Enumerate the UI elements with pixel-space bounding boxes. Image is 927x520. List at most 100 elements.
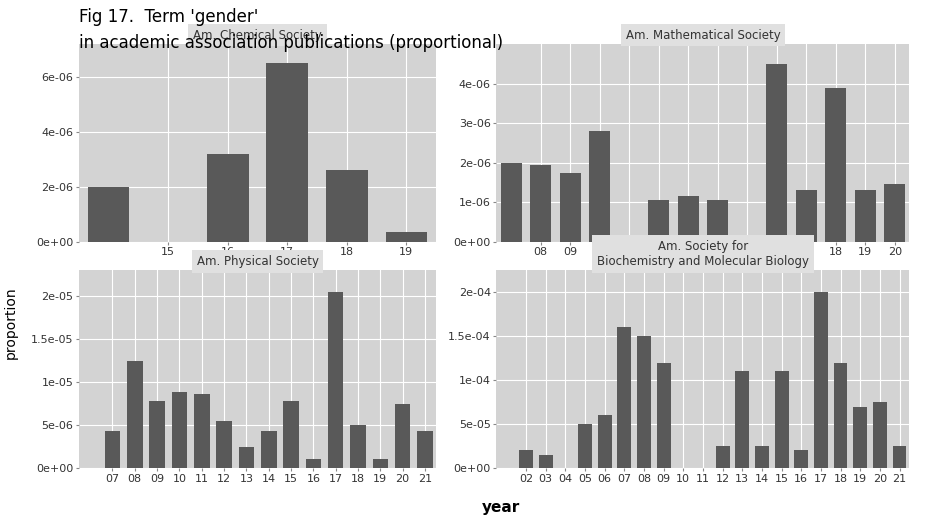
Text: year: year (481, 500, 520, 515)
Bar (597, 415, 611, 468)
Bar (616, 328, 630, 468)
Bar (766, 64, 786, 242)
Bar (892, 446, 906, 468)
Bar (305, 459, 321, 468)
Bar (327, 292, 343, 468)
Bar (238, 447, 254, 468)
Bar (105, 431, 121, 468)
Bar (372, 459, 387, 468)
Bar (372, 459, 387, 468)
Bar (349, 425, 365, 468)
Bar (824, 88, 845, 242)
Bar (127, 360, 143, 468)
Bar (872, 402, 886, 468)
Bar (883, 185, 904, 242)
Bar (715, 446, 729, 468)
Bar (832, 362, 846, 468)
Bar (105, 431, 121, 468)
Bar (616, 328, 630, 468)
Bar (892, 446, 906, 468)
Bar (637, 336, 650, 468)
Bar (734, 371, 748, 468)
Bar (417, 431, 432, 468)
Bar (518, 450, 532, 468)
Text: in academic association publications (proportional): in academic association publications (pr… (79, 34, 502, 52)
Bar (734, 371, 748, 468)
Bar (883, 185, 904, 242)
Bar (589, 131, 609, 242)
Bar (656, 362, 670, 468)
Bar (853, 407, 866, 468)
Bar (349, 425, 365, 468)
Bar (501, 163, 521, 242)
Bar (813, 292, 827, 468)
Bar (305, 459, 321, 468)
Bar (677, 197, 698, 242)
Title: Am. Society for
Biochemistry and Molecular Biology: Am. Society for Biochemistry and Molecul… (596, 240, 808, 268)
Bar (266, 63, 308, 242)
Bar (207, 154, 248, 242)
Bar (394, 405, 410, 468)
Bar (853, 407, 866, 468)
Bar (794, 450, 807, 468)
Text: proportion: proportion (4, 286, 19, 359)
Bar (171, 393, 187, 468)
Bar (325, 171, 367, 242)
Bar (394, 405, 410, 468)
Bar (795, 190, 816, 242)
Bar (127, 360, 143, 468)
Bar (539, 455, 552, 468)
Bar (171, 393, 187, 468)
Bar (559, 173, 580, 242)
Bar (216, 421, 232, 468)
Bar (755, 446, 768, 468)
Bar (194, 394, 210, 468)
Bar (706, 200, 728, 242)
Bar (325, 171, 367, 242)
Bar (648, 200, 668, 242)
Bar (266, 63, 308, 242)
Bar (417, 431, 432, 468)
Bar (755, 446, 768, 468)
Bar (677, 197, 698, 242)
Title: Am. Mathematical Society: Am. Mathematical Society (625, 29, 780, 42)
Bar (766, 64, 786, 242)
Bar (872, 402, 886, 468)
Bar (327, 292, 343, 468)
Bar (530, 165, 551, 242)
Bar (149, 401, 165, 468)
Bar (832, 362, 846, 468)
Bar (207, 154, 248, 242)
Bar (774, 371, 788, 468)
Bar (283, 401, 298, 468)
Bar (385, 232, 426, 242)
Bar (578, 424, 591, 468)
Bar (854, 190, 874, 242)
Bar (813, 292, 827, 468)
Bar (706, 200, 728, 242)
Bar (559, 173, 580, 242)
Bar (715, 446, 729, 468)
Bar (530, 165, 551, 242)
Bar (194, 394, 210, 468)
Bar (88, 187, 130, 242)
Bar (518, 450, 532, 468)
Bar (260, 431, 276, 468)
Bar (149, 401, 165, 468)
Bar (795, 190, 816, 242)
Bar (774, 371, 788, 468)
Text: Fig 17.  Term 'gender': Fig 17. Term 'gender' (79, 8, 258, 26)
Bar (824, 88, 845, 242)
Bar (589, 131, 609, 242)
Bar (501, 163, 521, 242)
Bar (656, 362, 670, 468)
Bar (794, 450, 807, 468)
Bar (260, 431, 276, 468)
Bar (578, 424, 591, 468)
Bar (597, 415, 611, 468)
Title: Am. Physical Society: Am. Physical Society (197, 255, 318, 268)
Title: Am. Chemical Society: Am. Chemical Society (193, 29, 322, 42)
Bar (539, 455, 552, 468)
Bar (648, 200, 668, 242)
Bar (238, 447, 254, 468)
